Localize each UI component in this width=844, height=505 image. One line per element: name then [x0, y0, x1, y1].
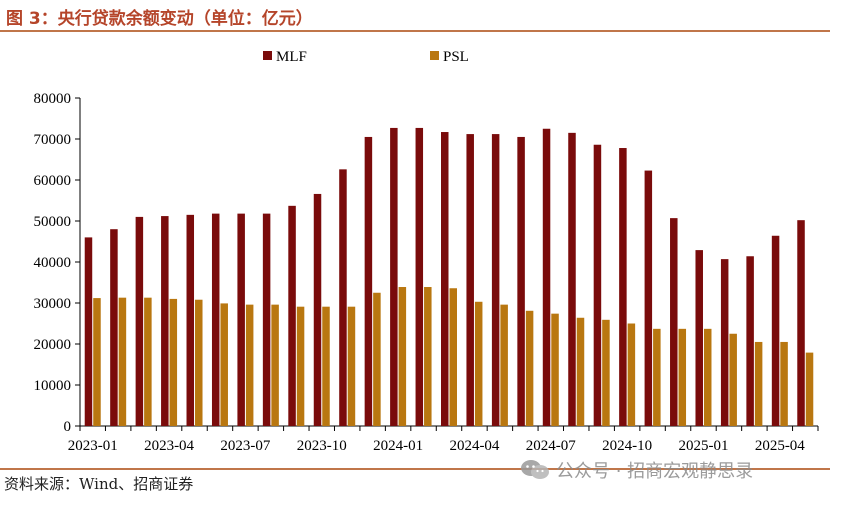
bar-psl	[678, 328, 687, 426]
bar-psl	[627, 323, 636, 426]
y-tick-label: 20000	[34, 337, 72, 353]
bar-mlf	[619, 148, 627, 426]
watermark-text: 公众号 · 招商宏观静思录	[556, 461, 754, 482]
bar-mlf	[542, 128, 551, 426]
bar-psl	[449, 288, 457, 426]
bar-mlf	[670, 218, 678, 426]
bar-mlf	[746, 256, 754, 426]
y-tick-label: 80000	[34, 91, 72, 107]
bar-mlf	[695, 250, 703, 426]
bar-mlf	[262, 213, 271, 426]
source-note: 资料来源：Wind、招商证券	[4, 475, 194, 493]
bar-psl	[729, 333, 737, 426]
y-tick-label: 50000	[34, 214, 72, 230]
bar-mlf	[390, 127, 398, 427]
bar-mlf	[415, 127, 424, 427]
x-tick-label: 2024-10	[602, 438, 652, 454]
bar-psl	[602, 319, 610, 426]
y-axis: 0 10000 20000 30000 40000 50000 60000 70000 8000…	[34, 91, 81, 435]
bar-psl	[500, 304, 508, 426]
bar-mlf	[237, 213, 245, 426]
bar-psl	[220, 303, 228, 426]
y-tick-label: 10000	[34, 378, 72, 394]
bar-mlf	[135, 216, 144, 426]
bar-mlf	[593, 144, 602, 427]
bar-mlf	[771, 235, 780, 426]
watermark: 公众号 · 招商宏观静思录	[520, 457, 753, 483]
bar-psl	[93, 298, 101, 426]
y-tick-label: 0	[64, 419, 72, 435]
bar-psl	[551, 313, 559, 426]
bar-mlf	[720, 259, 729, 426]
bar-psl	[271, 304, 279, 426]
x-tick-label: 2025-04	[755, 438, 805, 454]
legend-swatch-mlf	[263, 51, 272, 60]
y-tick-label: 30000	[34, 296, 72, 312]
x-axis: 2023-01 2023-04 2023-07 2023-10 2024-01 2024-…	[68, 425, 819, 454]
bar-psl	[245, 304, 254, 426]
bar-series	[84, 127, 814, 427]
title-bar: 图 3：央行贷款余额变动（单位：亿元）	[0, 0, 830, 32]
bar-mlf	[161, 216, 169, 426]
bar-mlf	[364, 136, 373, 426]
bar-mlf	[110, 229, 118, 426]
bar-mlf	[339, 169, 347, 426]
bar-psl	[144, 297, 152, 426]
bar-psl	[322, 306, 330, 426]
bar-psl	[373, 292, 381, 426]
legend-label-psl: PSL	[443, 49, 469, 65]
x-tick-label: 2023-10	[297, 438, 347, 454]
x-tick-label: 2023-07	[220, 438, 270, 454]
bar-mlf	[644, 170, 653, 426]
x-tick-label: 2024-04	[449, 438, 499, 454]
bar-mlf	[491, 134, 500, 426]
x-tick-label: 2023-01	[68, 438, 118, 454]
bar-psl	[780, 341, 788, 426]
bar-chart: MLF PSL 0 10000 20000 30000 40000 50000 60000 7…	[34, 49, 819, 454]
bar-mlf	[441, 132, 449, 426]
wechat-icon	[521, 460, 549, 479]
x-tick-label: 2025-01	[678, 438, 728, 454]
bar-psl	[398, 287, 407, 426]
bar-mlf	[313, 193, 322, 426]
bar-psl	[118, 297, 127, 426]
bar-psl	[296, 306, 305, 426]
bar-psl	[703, 328, 712, 426]
bar-psl	[525, 310, 534, 426]
bar-psl	[653, 328, 661, 426]
bar-mlf	[211, 213, 220, 426]
x-tick-label: 2024-07	[526, 438, 576, 454]
bar-mlf	[186, 214, 195, 426]
legend-swatch-psl	[430, 51, 439, 60]
x-tick-label: 2023-04	[144, 438, 194, 454]
legend-label-mlf: MLF	[276, 49, 307, 65]
bar-psl	[576, 317, 585, 426]
y-tick-label: 40000	[34, 255, 72, 271]
x-tick-label: 2024-01	[373, 438, 423, 454]
bar-mlf	[466, 134, 474, 426]
y-tick-label: 70000	[34, 132, 72, 148]
chart-title: 图 3：央行贷款余额变动（单位：亿元）	[6, 9, 313, 29]
bar-mlf	[288, 205, 296, 426]
footer-rule	[0, 468, 830, 470]
bar-psl	[195, 299, 203, 426]
bar-mlf	[84, 237, 93, 426]
y-tick-label: 60000	[34, 173, 72, 189]
bar-mlf	[517, 136, 525, 426]
bar-mlf	[797, 220, 805, 426]
bar-psl	[805, 352, 814, 426]
bar-psl	[424, 287, 432, 426]
bar-psl	[347, 306, 356, 426]
bar-mlf	[568, 132, 576, 426]
bar-psl	[474, 301, 483, 426]
legend: MLF PSL	[263, 49, 469, 65]
bar-psl	[169, 298, 178, 426]
bar-psl	[754, 341, 763, 426]
